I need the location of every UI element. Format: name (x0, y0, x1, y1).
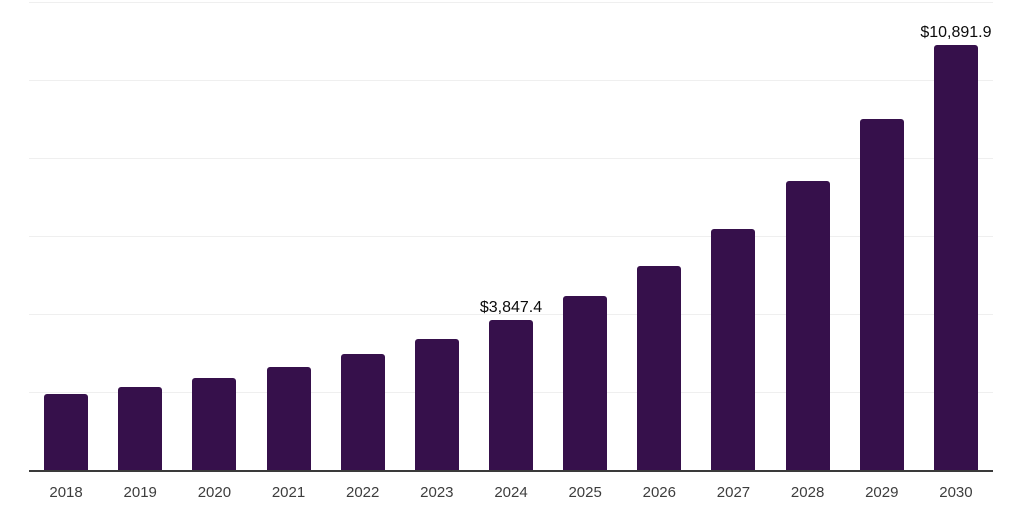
x-tick-2023: 2023 (420, 484, 454, 501)
gridline-4000 (29, 314, 993, 315)
bar-2030 (933, 45, 978, 470)
data-label-2024: $3,847.4 (479, 298, 543, 316)
x-tick-2024: 2024 (494, 484, 528, 501)
bar-2019 (118, 386, 163, 470)
gridline-8000 (29, 158, 993, 159)
gridline-10000 (29, 80, 993, 81)
gridline-6000 (29, 236, 993, 237)
x-tick-2018: 2018 (49, 484, 83, 501)
x-tick-2020: 2020 (197, 484, 232, 501)
bar-2018 (44, 393, 89, 470)
x-tick-2027: 2027 (716, 484, 751, 501)
x-tick-2021: 2021 (271, 484, 306, 501)
x-tick-2019: 2019 (123, 484, 157, 501)
bar-2029 (859, 119, 904, 470)
bar-2025 (563, 296, 608, 470)
bar-2026 (637, 266, 682, 470)
bar-2021 (266, 367, 311, 470)
x-axis-tick-labels: 2018 2019 2020 2021 2022 2023 2024 2025 2026 2027… (29, 484, 993, 504)
x-tick-2025: 2025 (568, 484, 602, 501)
x-tick-2029: 2029 (865, 484, 899, 501)
data-label-2030: $10,891.9 (920, 24, 992, 42)
bar-2024 (489, 319, 533, 470)
plot-area: $3,847.4 $10,891.9 (29, 2, 993, 472)
x-tick-2022: 2022 (346, 484, 380, 501)
bar-2022 (340, 353, 385, 470)
bar-2027 (711, 228, 756, 470)
bar-2023 (414, 338, 459, 470)
x-tick-2028: 2028 (790, 484, 825, 501)
x-tick-2030: 2030 (939, 484, 973, 501)
x-tick-2026: 2026 (642, 484, 676, 501)
bar-2020 (192, 377, 237, 470)
gridline-12000 (29, 2, 993, 3)
bar-2028 (785, 181, 830, 470)
